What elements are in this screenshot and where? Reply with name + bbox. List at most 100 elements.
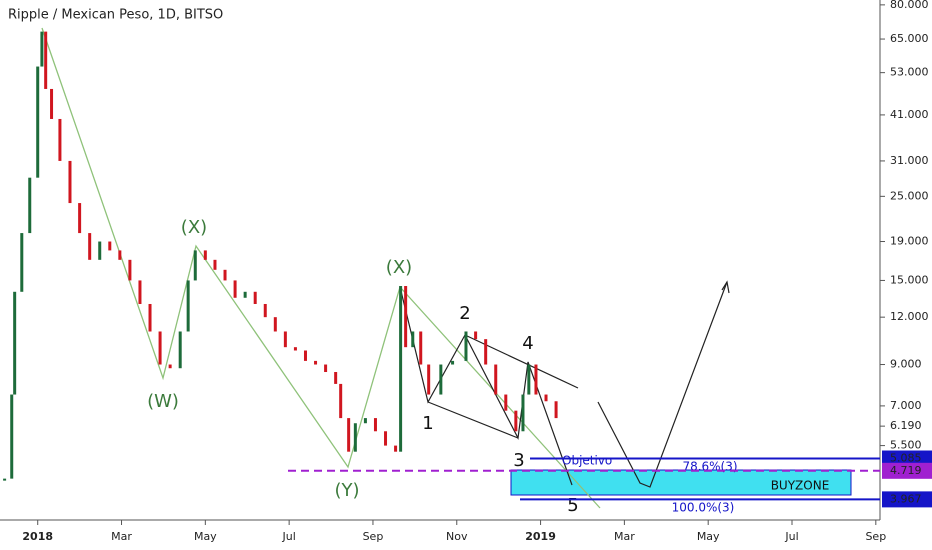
candle (88, 233, 92, 260)
price-label-box (882, 491, 932, 508)
y-tick-label: 65.000 (890, 32, 929, 45)
candle (253, 291, 257, 304)
candle (98, 241, 102, 260)
candle (213, 259, 217, 270)
candle (20, 233, 24, 292)
candle (186, 280, 190, 332)
price-label: 3.967 (890, 492, 922, 505)
candle (373, 418, 377, 432)
candles (3, 31, 558, 481)
candle (168, 364, 172, 369)
candle (178, 331, 182, 369)
wave-label: 1 (422, 413, 433, 434)
y-tick-label: 80.000 (890, 0, 929, 11)
y-tick-label: 5.500 (890, 439, 922, 452)
candle (128, 259, 132, 281)
candle (293, 347, 297, 351)
candle (36, 66, 40, 178)
price-label: 4.719 (890, 464, 922, 477)
y-tick-label: 6.190 (890, 419, 922, 432)
x-tick-label: Sep (865, 530, 886, 543)
candle (404, 286, 408, 348)
wave-label: 3 (513, 450, 524, 471)
candle (118, 250, 122, 260)
wave-label: 5 (567, 495, 578, 516)
wave-label: 2 (459, 303, 470, 324)
x-tick-label: Jul (784, 530, 798, 543)
candle (314, 360, 318, 365)
candle (363, 418, 367, 424)
zone-label: BUYZONE (771, 479, 830, 493)
candle (353, 423, 357, 452)
candle (13, 291, 17, 395)
wave-lines (41, 27, 601, 509)
candle (158, 331, 162, 365)
candle (68, 160, 72, 204)
x-tick-label: 2018 (22, 530, 53, 543)
candle (324, 364, 328, 373)
y-tick-label: 19.000 (890, 235, 929, 248)
y-tick-label: 41.000 (890, 108, 929, 121)
wave-label: (Y) (334, 480, 359, 501)
candle (394, 445, 398, 452)
candle (521, 394, 525, 432)
x-tick-label: Mar (111, 530, 132, 543)
candle (514, 410, 518, 432)
candle (28, 177, 32, 234)
candle (384, 431, 388, 446)
price-label-box (882, 450, 932, 467)
candle (273, 317, 277, 332)
candle (3, 478, 7, 481)
candle (544, 394, 548, 402)
x-tick-label: Sep (363, 530, 384, 543)
candle (138, 280, 142, 304)
candle (484, 339, 488, 365)
x-tick-label: 2019 (525, 530, 556, 543)
y-tick-label: 9.000 (890, 358, 922, 371)
candle (339, 383, 343, 419)
candle (399, 286, 403, 452)
candle (419, 331, 423, 365)
candle (44, 31, 48, 89)
candle (58, 118, 62, 161)
y-tick-label: 12.000 (890, 310, 929, 323)
candle (78, 203, 82, 234)
candle (263, 303, 267, 318)
wave-label: (X) (386, 257, 412, 278)
candle (10, 394, 14, 479)
y-tick-label: 7.000 (890, 399, 922, 412)
candle (554, 401, 558, 419)
x-tick-label: Jul (282, 530, 296, 543)
candle (464, 331, 468, 361)
candle (427, 364, 431, 395)
y-tick-label: 53.000 (890, 66, 929, 79)
candle (474, 331, 478, 340)
candle (203, 250, 207, 260)
target-label: Objetivo (562, 454, 612, 468)
candle (223, 269, 227, 281)
y-tick-label: 31.000 (890, 154, 929, 167)
x-tick-label: May (194, 530, 217, 543)
wave-label: 4 (522, 333, 533, 354)
price-label-box (882, 462, 932, 479)
y-tick-label: 15.000 (890, 273, 929, 286)
candle (527, 364, 531, 395)
candle (494, 364, 498, 395)
fib-label: 100.0%(3) (672, 501, 735, 515)
candle (108, 241, 112, 251)
candle (534, 364, 538, 395)
candle (148, 303, 152, 332)
candle (451, 360, 455, 365)
candle (283, 331, 287, 348)
candle (504, 394, 508, 411)
chart-title: Ripple / Mexican Peso, 1D, BITSO (8, 8, 223, 23)
candle (193, 250, 197, 281)
candle (411, 331, 415, 348)
price-label: 5.085 (890, 452, 922, 465)
candle (243, 291, 247, 298)
candle (439, 364, 443, 395)
candle (40, 31, 44, 67)
candle (233, 280, 237, 298)
